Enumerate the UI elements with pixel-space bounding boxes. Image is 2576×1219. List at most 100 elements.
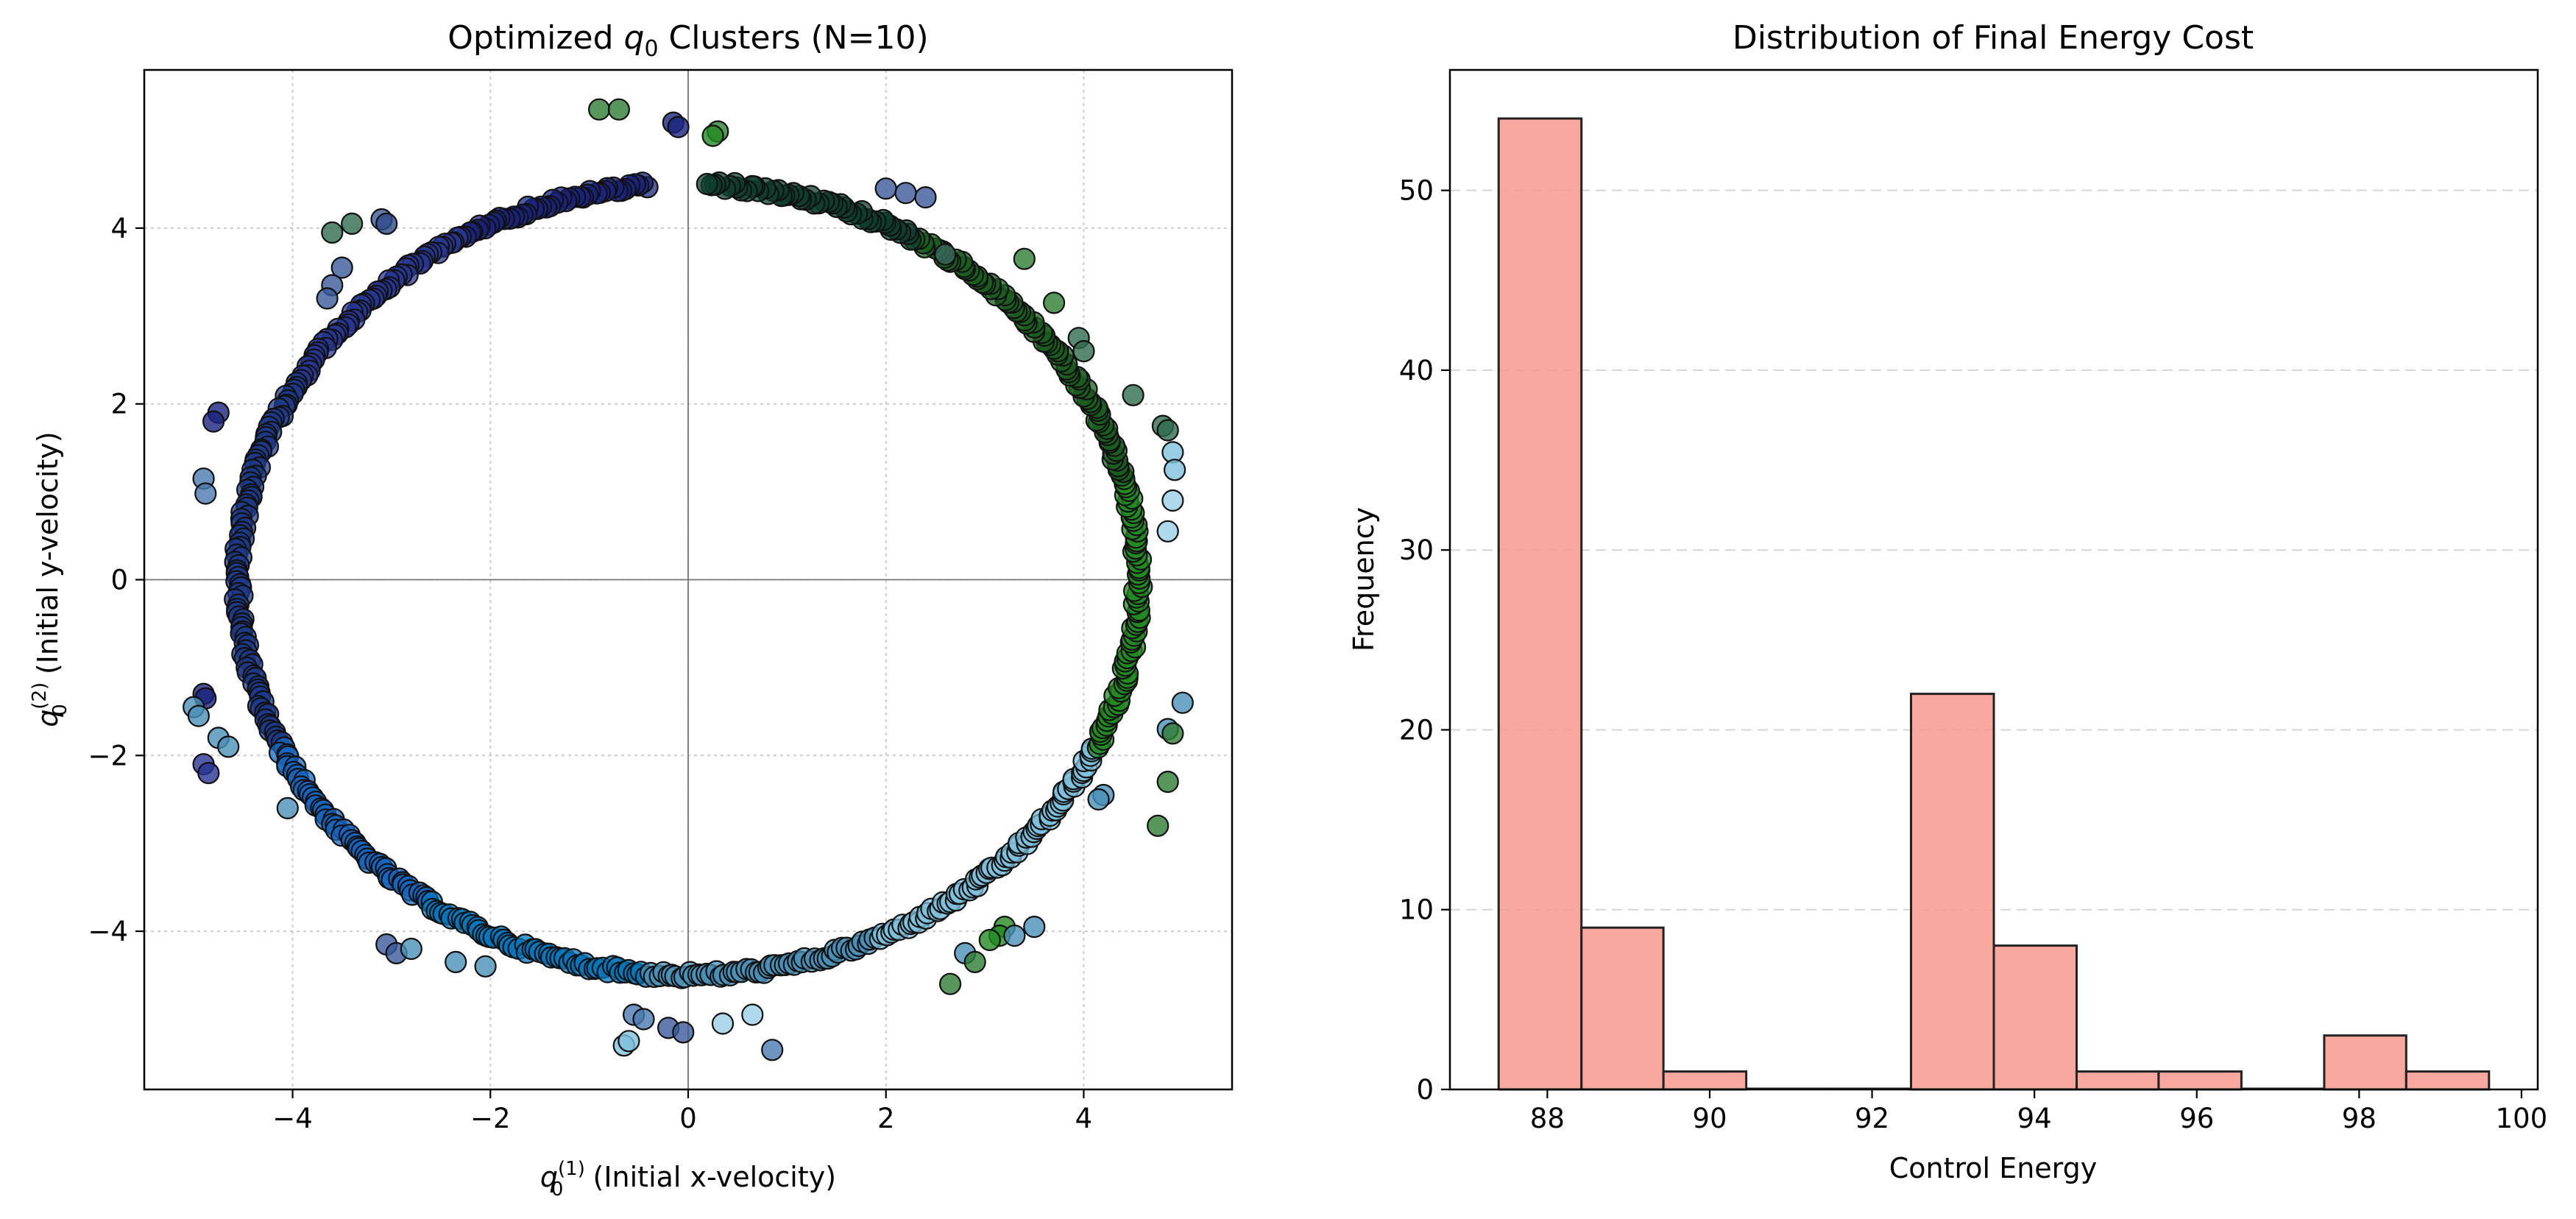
histogram-x-ticks: 88 90 92 94 96 98 100 (1530, 1089, 2547, 1134)
histogram-x-tick-label: 88 (1530, 1103, 1565, 1134)
scatter-x-label: q(1) 0 (Initial x-velocity) (540, 1158, 836, 1201)
scatter-outlier-point (1163, 459, 1186, 481)
scatter-points (183, 98, 1194, 1061)
scatter-outlier-point (400, 937, 422, 961)
scatter-outlier-point (618, 1030, 640, 1053)
histogram-y-tick-label: 50 (1399, 175, 1434, 207)
histogram-x-label: Control Energy (1889, 1152, 2097, 1184)
scatter-outlier-point (202, 410, 225, 433)
histogram-bar (2157, 1070, 2243, 1091)
scatter-x-label-sup: (1) (558, 1158, 585, 1180)
scatter-outlier-point (341, 212, 364, 235)
scatter-x-tick-label: −2 (470, 1103, 511, 1134)
scatter-outlier-point (330, 256, 353, 279)
scatter-outlier-point (321, 221, 344, 244)
scatter-outlier-point (1171, 691, 1194, 714)
scatter-title-prefix: Optimized (447, 19, 623, 57)
scatter-y-tick-label: 2 (110, 389, 128, 420)
histogram-y-tick-label: 10 (1399, 894, 1434, 926)
histogram-y-label: Frequency (1348, 507, 1380, 651)
histogram-y-ticks: 0 10 20 30 40 50 (1399, 175, 1450, 1106)
histogram-x-tick-label: 92 (1855, 1103, 1889, 1134)
scatter-x-tick-label: 4 (1075, 1103, 1093, 1134)
scatter-outlier-point (1161, 489, 1184, 512)
scatter-outlier-point (1087, 788, 1110, 811)
histogram-title: Distribution of Final Energy Cost (1733, 19, 2254, 57)
histogram-bars (1497, 117, 2491, 1091)
scatter-x-label-var: q (540, 1161, 558, 1193)
scatter-outlier-point (914, 186, 937, 209)
scatter-outlier-point (194, 482, 217, 505)
scatter-outlier-point (1042, 292, 1066, 314)
scatter-outlier-point (874, 177, 897, 200)
scatter-x-label-text: (Initial x-velocity) (584, 1161, 836, 1193)
scatter-outlier-point (197, 762, 220, 785)
scatter-outlier-point (607, 98, 631, 121)
scatter-outlier-point (934, 243, 957, 266)
scatter-point (696, 172, 718, 196)
scatter-outlier-point (711, 1012, 735, 1035)
scatter-outlier-point (1072, 340, 1095, 363)
scatter-outlier-point (632, 1008, 655, 1031)
histogram-panel: Distribution of Final Energy Cost 88 90 92… (1348, 19, 2547, 1184)
histogram-y-tick-label: 30 (1399, 534, 1434, 566)
scatter-outlier-point (1013, 247, 1036, 270)
scatter-outlier-point (978, 928, 1001, 952)
scatter-y-label-sub: 0 (49, 704, 71, 716)
scatter-outlier-point (316, 287, 339, 310)
scatter-outlier-point (276, 796, 299, 820)
histogram-x-tick-label: 98 (2342, 1103, 2377, 1134)
histogram-axes-frame (1448, 68, 2539, 1091)
scatter-outlier-point (445, 950, 467, 974)
histogram-x-tick-label: 90 (1692, 1103, 1727, 1134)
scatter-outlier-point (1161, 722, 1184, 745)
scatter-x-ticks: −4 −2 0 2 4 (272, 1089, 1092, 1134)
scatter-y-tick-label: 0 (110, 565, 128, 596)
scatter-title-sub: 0 (644, 36, 658, 62)
histogram-y-tick-label: 0 (1416, 1074, 1434, 1106)
scatter-outlier-point (741, 1003, 764, 1026)
scatter-outlier-point (894, 182, 917, 205)
histogram-bar (1497, 117, 1583, 1091)
scatter-outlier-point (963, 950, 986, 974)
scatter-outlier-point (1003, 924, 1026, 947)
scatter-y-label-sup: (2) (29, 682, 51, 710)
histogram-x-tick-label: 100 (2496, 1103, 2548, 1134)
scatter-outlier-point (1147, 814, 1170, 837)
scatter-x-tick-label: −4 (272, 1103, 313, 1134)
histogram-bar (1662, 1070, 1748, 1091)
histogram-bar (2405, 1070, 2491, 1091)
scatter-outlier-point (187, 704, 210, 727)
histogram-bar (2323, 1034, 2407, 1091)
scatter-outlier-point (672, 1021, 695, 1044)
histogram-y-tick-label: 40 (1399, 355, 1434, 386)
histogram-bar (1992, 944, 2078, 1091)
histogram-y-tick-label: 20 (1399, 714, 1434, 746)
scatter-x-label-sub: 0 (551, 1179, 564, 1201)
scatter-outlier-point (938, 972, 962, 995)
scatter-y-label-var: q (32, 710, 64, 727)
scatter-outlier-point (1156, 520, 1179, 543)
scatter-y-label-text: (Initial y-velocity) (32, 431, 64, 683)
scatter-y-tick-label: 4 (110, 213, 128, 244)
scatter-x-tick-label: 0 (679, 1103, 697, 1134)
scatter-y-ticks: −4 −2 0 2 4 (88, 213, 144, 947)
scatter-outlier-point (1023, 915, 1046, 939)
scatter-outlier-point (474, 955, 497, 978)
scatter-outlier-point (587, 98, 611, 121)
scatter-y-tick-label: −2 (88, 740, 128, 771)
histogram-x-tick-label: 94 (2017, 1103, 2052, 1134)
scatter-outlier-point (1156, 419, 1179, 442)
scatter-x-tick-label: 2 (877, 1103, 895, 1134)
histogram-bar (1580, 926, 1665, 1091)
scatter-outlier-point (701, 124, 724, 147)
scatter-outlier-point (1122, 384, 1144, 406)
scatter-zero-lines (144, 70, 1232, 1089)
scatter-outlier-point (1156, 770, 1179, 794)
scatter-y-tick-label: −4 (88, 916, 128, 947)
histogram-x-tick-label: 96 (2179, 1103, 2214, 1134)
scatter-title-suffix: Clusters (N=10) (659, 19, 929, 57)
scatter-panel: Optimized q0 Clusters (N=10) −4 −2 0 2 4 −4−… (29, 19, 1234, 1201)
scatter-title: Optimized q0 Clusters (N=10) (447, 19, 928, 62)
